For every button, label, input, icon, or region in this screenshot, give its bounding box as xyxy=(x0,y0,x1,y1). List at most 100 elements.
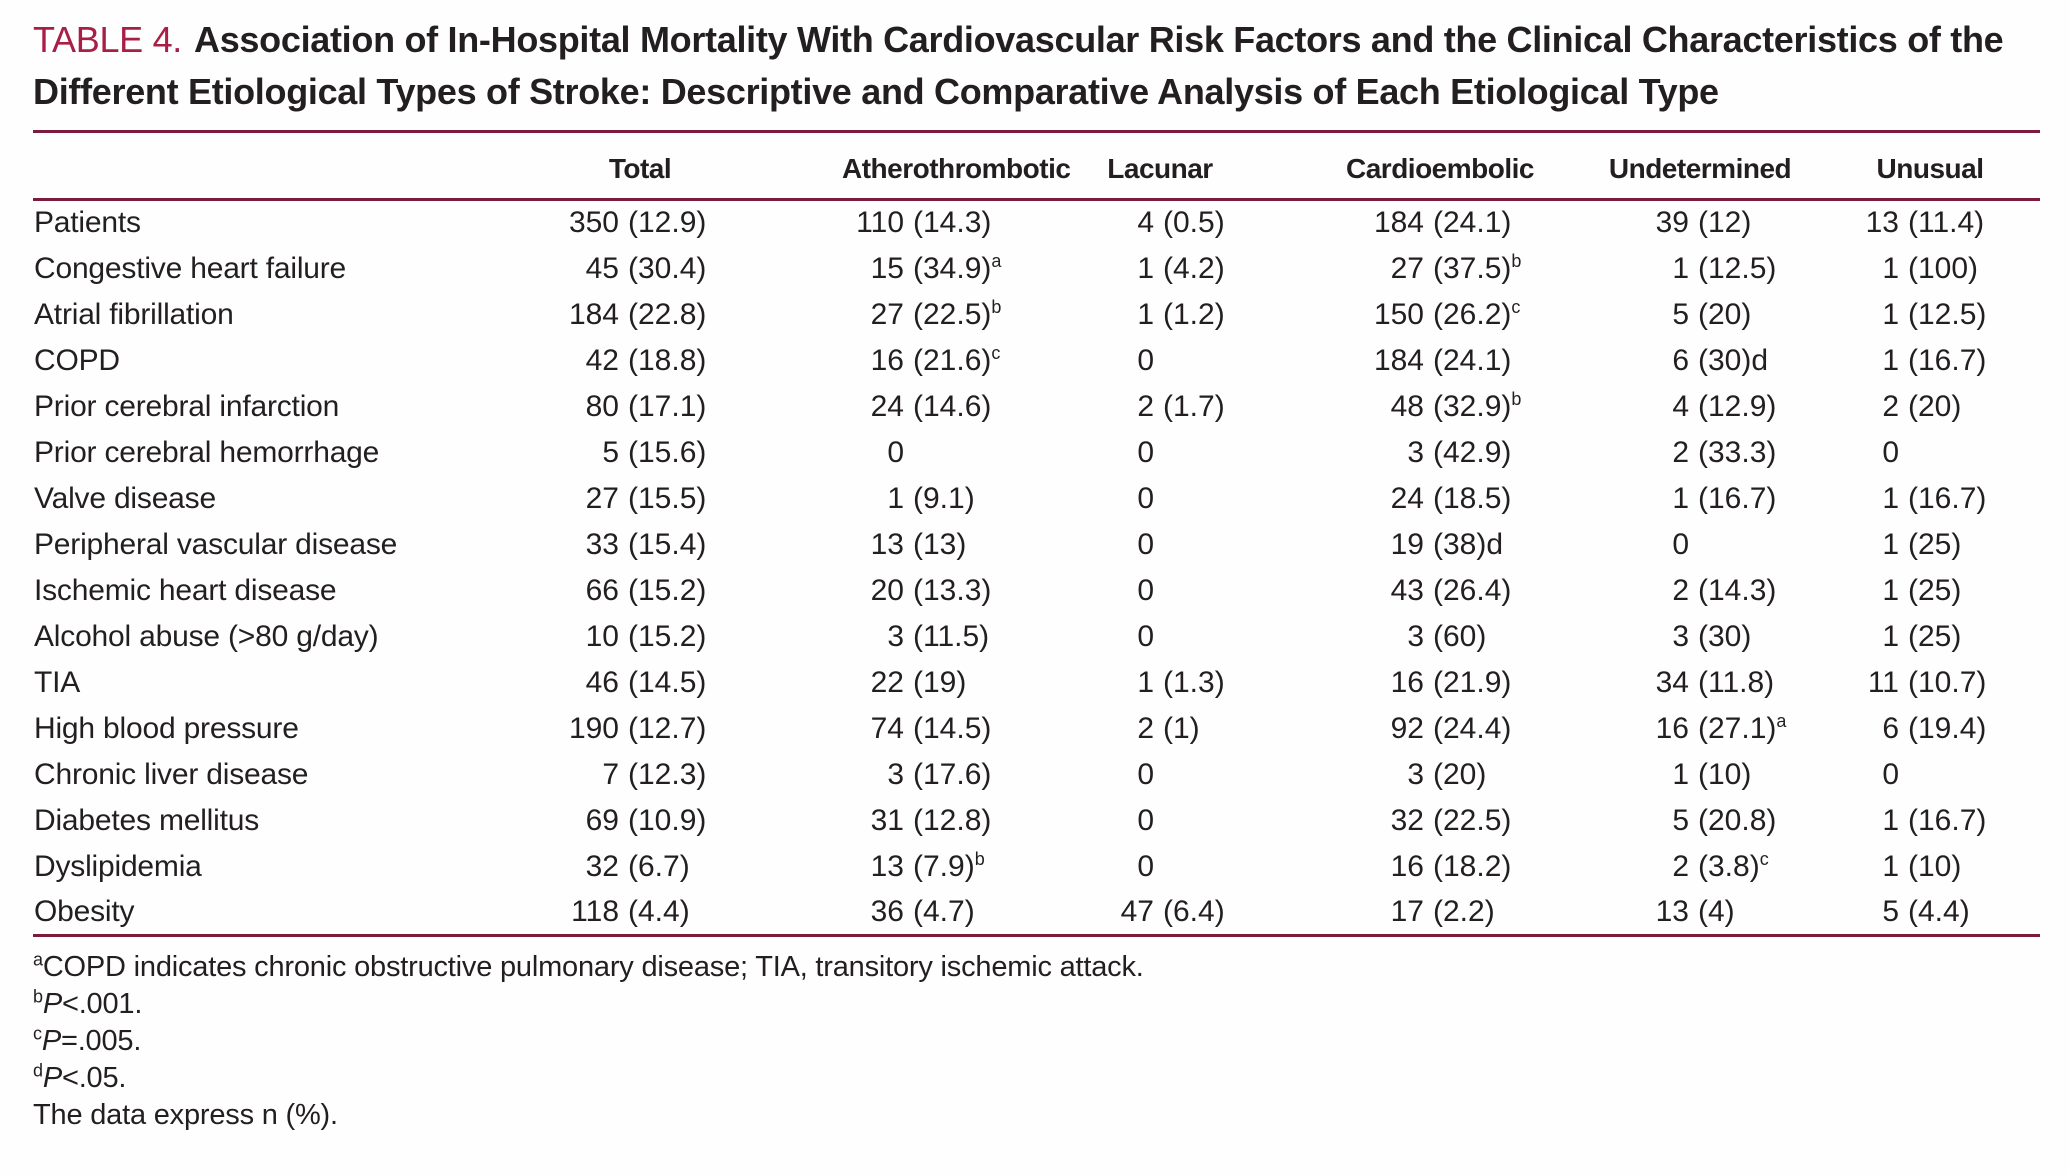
cell-percent: (12.9) xyxy=(628,206,707,240)
cell-count: 15 xyxy=(870,251,904,285)
table-cell: 3 (42.9) xyxy=(1243,430,1543,476)
cell-count: 47 xyxy=(1120,894,1154,928)
cell-percent: (30) xyxy=(1698,619,1752,653)
column-header-atherothrombotic: Atherothrombotic xyxy=(842,152,1071,184)
row-label: Chronic liver disease xyxy=(34,757,309,791)
cell-count: 0 xyxy=(1137,803,1154,837)
cell-percent: (0.5) xyxy=(1163,206,1225,240)
cell-count: 1 xyxy=(887,481,904,515)
row-label: Dyslipidemia xyxy=(34,849,202,883)
table-cell: 27 (15.5) xyxy=(453,476,718,522)
cell-count: 2 xyxy=(1137,711,1154,745)
cell-count: 0 xyxy=(1137,481,1154,515)
table-row: TIA 46 (14.5) 22 (19) 1 (1.3) 16 (21.9) 34 (11.8) 1… xyxy=(33,660,2040,706)
table-cell: 0 xyxy=(1018,614,1243,660)
table-cell: 1 (25) xyxy=(1813,522,2040,568)
cell-percent: (38)d xyxy=(1433,527,1504,561)
table-cell: 13 (7.9)b xyxy=(718,844,1018,890)
cell-percent: (25) xyxy=(1908,527,1962,561)
cell-percent: (2.2) xyxy=(1433,894,1495,928)
cell-percent: (14.5) xyxy=(628,665,707,699)
cell-percent: (27.1) xyxy=(1698,711,1777,745)
cell-count: 5 xyxy=(1672,297,1689,331)
table-row: Obesity 118 (4.4) 36 (4.7) 47 (6.4) 17 (2.2) 13 (4… xyxy=(33,890,2040,936)
header-row: Total Atherothrombotic Lacunar Cardioemb… xyxy=(33,132,2040,200)
cell-count: 0 xyxy=(1137,343,1154,377)
cell-percent: (16.7) xyxy=(1908,803,1987,837)
cell-count: 184 xyxy=(1373,343,1424,377)
cell-count: 5 xyxy=(602,435,619,469)
footnote-line-a: aCOPD indicates chronic obstructive pulm… xyxy=(33,949,2040,986)
table-cell: 2 (1.7) xyxy=(1018,384,1243,430)
cell-percent: (12.3) xyxy=(628,757,707,791)
cell-count: 6 xyxy=(1882,711,1899,745)
table-cell: 0 xyxy=(1018,522,1243,568)
footnote-p: P xyxy=(42,1062,62,1094)
footnote-mark: b xyxy=(33,986,43,1007)
table-cell: 7 (12.3) xyxy=(453,752,718,798)
cell-count: 13 xyxy=(870,849,904,883)
table-cell: 190 (12.7) xyxy=(453,706,718,752)
cell-percent: (22.5) xyxy=(1433,803,1512,837)
table-cell: 1 (9.1) xyxy=(718,476,1018,522)
cell-count: 13 xyxy=(1865,206,1899,240)
cell-count: 1 xyxy=(1672,757,1689,791)
table-cell: 43 (26.4) xyxy=(1243,568,1543,614)
cell-percent: (4.2) xyxy=(1163,251,1225,285)
table-cell: 1 (12.5) xyxy=(1813,292,2040,338)
row-label: COPD xyxy=(34,343,120,377)
table-cell: 4 (0.5) xyxy=(1018,200,1243,246)
table-cell: 3 (30) xyxy=(1543,614,1813,660)
cell-count: 11 xyxy=(1867,665,1899,699)
footnote-line-legend: The data express n (%). xyxy=(33,1097,2040,1134)
cell-count: 66 xyxy=(585,573,619,607)
table-cell: 1 (1.3) xyxy=(1018,660,1243,706)
table-row: Diabetes mellitus 69 (10.9) 31 (12.8) 0 32 (22.… xyxy=(33,798,2040,844)
table-cell: 2 (1) xyxy=(1018,706,1243,752)
table-cell: 1 (4.2) xyxy=(1018,246,1243,292)
footnote-line-c: cP=.005. xyxy=(33,1023,2040,1060)
table-cell: 66 (15.2) xyxy=(453,568,718,614)
cell-count: 1 xyxy=(1882,297,1899,331)
table-cell: 16 (21.9) xyxy=(1243,660,1543,706)
footnote-mark: c xyxy=(33,1023,42,1044)
table-cell: 0 xyxy=(1018,568,1243,614)
table-row: Valve disease 27 (15.5) 1 (9.1) 0 24 (18.5) 1 (16… xyxy=(33,476,2040,522)
column-header-total: Total xyxy=(608,152,672,184)
cell-percent: (12.5) xyxy=(1908,297,1987,331)
cell-count: 0 xyxy=(887,435,904,469)
table-cell: 1 (10) xyxy=(1543,752,1813,798)
cell-count: 5 xyxy=(1882,894,1899,928)
row-label: Atrial fibrillation xyxy=(34,297,234,331)
table-number-label: TABLE 4. xyxy=(33,19,183,60)
table-cell: 17 (2.2) xyxy=(1243,890,1543,936)
cell-percent: (14.3) xyxy=(913,206,992,240)
cell-percent: (21.6) xyxy=(913,343,992,377)
cell-percent: (100) xyxy=(1908,251,1979,285)
cell-count: 27 xyxy=(585,481,619,515)
footnote-text: <.05. xyxy=(61,1062,127,1094)
table-cell: 2 (3.8)c xyxy=(1543,844,1813,890)
cell-count: 6 xyxy=(1672,343,1689,377)
cell-count: 13 xyxy=(1655,894,1689,928)
cell-count: 16 xyxy=(870,343,904,377)
cell-count: 3 xyxy=(1407,619,1424,653)
column-header-cardioembolic: Cardioembolic xyxy=(1346,152,1534,184)
cell-percent: (60) xyxy=(1433,619,1487,653)
cell-count: 2 xyxy=(1882,389,1899,423)
cell-percent: (7.9) xyxy=(913,849,975,883)
cell-count: 1 xyxy=(1882,251,1899,285)
cell-count: 36 xyxy=(870,894,904,928)
cell-percent: (34.9) xyxy=(913,251,992,285)
cell-count: 92 xyxy=(1390,711,1424,745)
table-cell: 5 (20) xyxy=(1543,292,1813,338)
table-cell: 16 (27.1)a xyxy=(1543,706,1813,752)
table-cell: 24 (18.5) xyxy=(1243,476,1543,522)
cell-percent: (1) xyxy=(1163,711,1200,745)
table-row: Prior cerebral infarction 80 (17.1) 24 (14.6… xyxy=(33,384,2040,430)
table-cell: 34 (11.8) xyxy=(1543,660,1813,706)
footnote-mark: d xyxy=(33,1060,43,1081)
table-cell: 1 (16.7) xyxy=(1813,798,2040,844)
cell-count: 2 xyxy=(1672,435,1689,469)
table-cell: 0 xyxy=(1813,752,2040,798)
